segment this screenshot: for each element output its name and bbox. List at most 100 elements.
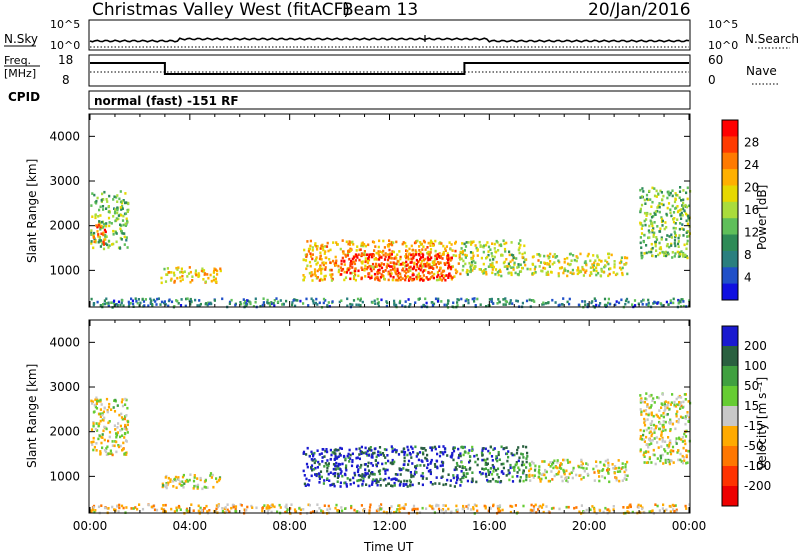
data-cell	[119, 190, 122, 193]
data-cell	[305, 477, 308, 481]
data-cell	[659, 456, 663, 460]
data-cell	[371, 255, 374, 259]
data-cell	[95, 396, 98, 400]
data-cell	[246, 505, 249, 509]
data-cell	[418, 249, 421, 252]
data-cell	[124, 423, 127, 427]
data-cell	[652, 233, 655, 236]
data-cell	[368, 264, 371, 268]
data-cell	[344, 276, 348, 279]
data-cell	[497, 273, 500, 277]
data-cell	[360, 276, 363, 280]
data-cell	[267, 508, 270, 511]
data-cell	[642, 453, 645, 457]
data-cell	[390, 257, 393, 260]
data-cell	[105, 397, 109, 401]
data-cell	[403, 453, 406, 456]
data-cell	[507, 455, 510, 459]
data-cell	[669, 510, 672, 513]
data-cell	[266, 504, 269, 507]
data-cell	[398, 504, 401, 507]
data-cell	[506, 267, 509, 271]
data-cell	[331, 300, 334, 303]
data-cell	[106, 200, 109, 203]
data-cell	[385, 448, 388, 452]
data-cell	[544, 468, 547, 472]
data-cell	[105, 427, 108, 431]
data-cell	[552, 466, 555, 470]
data-cell	[662, 420, 665, 423]
data-cell	[491, 459, 494, 462]
data-cell	[111, 505, 114, 509]
data-cell	[124, 224, 127, 227]
data-cell	[661, 224, 664, 227]
data-cell	[445, 245, 448, 248]
data-cell	[434, 239, 437, 243]
data-cell	[386, 262, 389, 266]
data-cell	[132, 507, 135, 510]
data-cell	[91, 400, 94, 403]
data-cell	[509, 463, 512, 467]
data-cell	[100, 232, 103, 236]
data-cell	[435, 265, 438, 269]
data-cell	[486, 478, 489, 482]
data-cell	[531, 474, 534, 477]
data-cell	[595, 269, 598, 273]
data-cell	[398, 467, 401, 470]
data-cell	[521, 252, 524, 256]
data-cell	[349, 478, 352, 482]
data-cell	[376, 483, 379, 487]
data-cell	[337, 509, 340, 512]
cpid-panel-frame	[88, 90, 691, 110]
data-cell	[268, 304, 272, 308]
data-cell	[624, 299, 628, 303]
data-cell	[538, 472, 541, 475]
y-tick-label: 3000	[49, 380, 80, 394]
data-cell	[684, 442, 687, 446]
data-cell	[509, 299, 512, 302]
data-cell	[375, 509, 378, 513]
data-cell	[469, 251, 473, 254]
data-cell	[196, 487, 199, 490]
data-cell	[655, 413, 658, 417]
data-cell	[518, 251, 521, 255]
data-cell	[608, 509, 611, 513]
data-cell	[525, 478, 528, 482]
data-cell	[351, 452, 354, 456]
data-cell	[570, 259, 573, 262]
data-cell	[186, 297, 189, 300]
data-cell	[267, 301, 270, 305]
data-cell	[337, 462, 340, 466]
data-cell	[394, 270, 397, 273]
data-cell	[404, 241, 407, 245]
data-cell	[454, 242, 457, 245]
data-cell	[284, 505, 287, 509]
data-cell	[259, 305, 262, 308]
data-cell	[495, 455, 498, 458]
data-cell	[611, 463, 614, 466]
data-cell	[378, 239, 381, 243]
data-cell	[410, 456, 413, 459]
data-cell	[105, 447, 108, 450]
data-cell	[173, 510, 176, 513]
data-cell	[392, 241, 395, 244]
data-cell	[389, 265, 392, 268]
data-cell	[660, 445, 663, 448]
data-cell	[648, 189, 651, 193]
data-cell	[515, 462, 518, 466]
data-cell	[332, 472, 335, 476]
data-cell	[607, 461, 610, 465]
data-cell	[680, 396, 683, 399]
data-cell	[99, 415, 102, 418]
data-cell	[334, 255, 337, 259]
data-cell	[654, 255, 657, 258]
data-cell	[643, 400, 646, 404]
data-cell	[97, 437, 100, 441]
data-cell	[559, 464, 562, 467]
data-cell	[673, 239, 677, 242]
data-cell	[314, 466, 317, 470]
data-cell	[430, 460, 433, 464]
data-cell	[195, 273, 198, 277]
data-cell	[265, 507, 268, 510]
